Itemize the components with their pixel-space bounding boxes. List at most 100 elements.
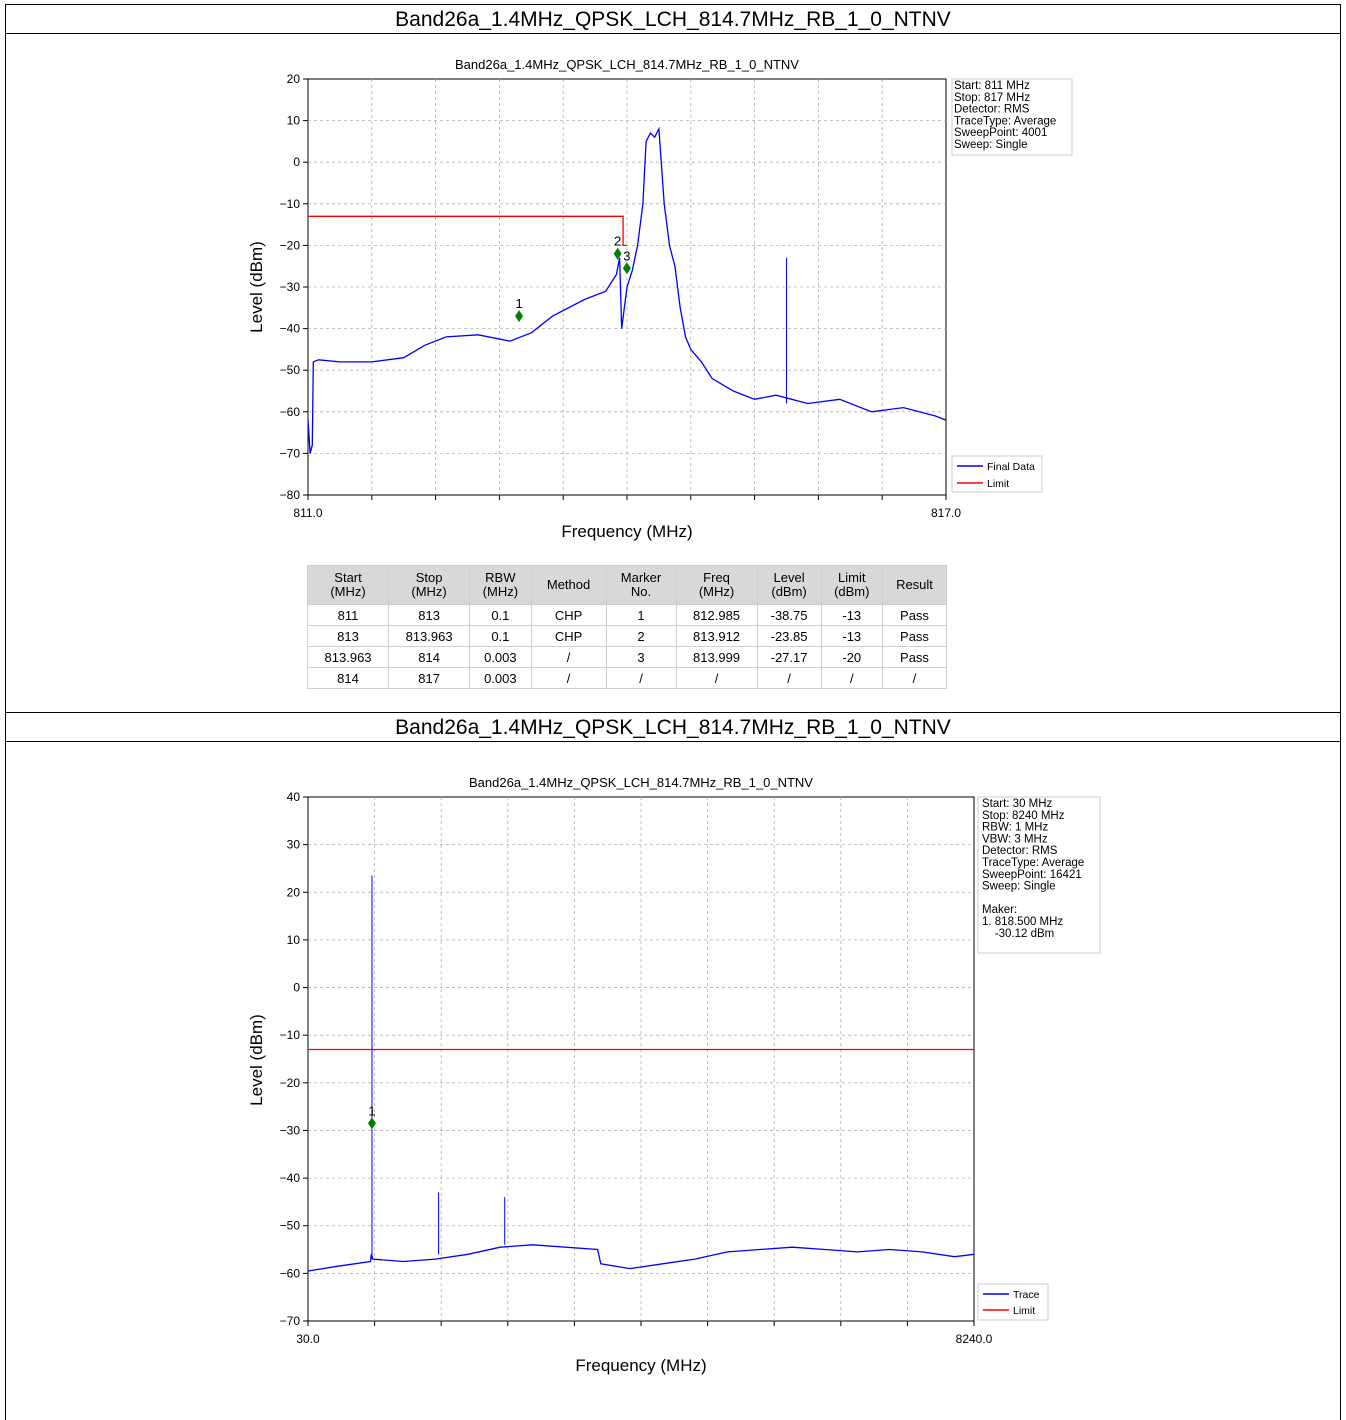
chart-2-y-ticks: 40 30 20 10 0 −10 −20 −30 −40 −50 −60 −70 <box>280 790 308 1328</box>
section-2-header: Band26a_1.4MHz_QPSK_LCH_814.7MHz_RB_1_0_… <box>5 712 1341 742</box>
y-tick-label: 40 <box>287 790 301 804</box>
chart-2-legend-trace: Trace <box>1013 1289 1040 1301</box>
y-tick-label: −20 <box>280 238 301 252</box>
info-line: Detector: RMS <box>982 845 1058 857</box>
info-line: Stop: 8240 MHz <box>982 810 1065 822</box>
chart-1-xtick-end: 817.0 <box>931 506 961 520</box>
info-line: Sweep: Single <box>982 881 1056 893</box>
info-line: SweepPoint: 4001 <box>954 127 1047 139</box>
chart-1-x-ticks <box>307 495 947 500</box>
table-header-cell: RBW (MHz) <box>469 565 532 605</box>
table-row: 811 813 0.1 CHP 1 812.985 -38.75 -13 Pass <box>306 604 948 626</box>
table-cell: 813.963 <box>306 646 390 668</box>
marker-label: 3 <box>623 248 630 263</box>
chart-2-xtick-end: 8240.0 <box>956 1332 993 1346</box>
y-tick-label: 10 <box>287 933 301 947</box>
marker-diamond <box>515 310 524 323</box>
info-line: Sweep: Single <box>954 139 1028 151</box>
chart-1-series <box>307 126 947 454</box>
info-line: Start: 811 MHz <box>954 80 1030 92</box>
y-tick-label: 20 <box>287 885 301 899</box>
marker-diamond <box>367 1117 376 1130</box>
marker-diamond <box>622 262 631 275</box>
info-line: SweepPoint: 16421 <box>982 869 1082 881</box>
y-tick-label: −10 <box>280 197 301 211</box>
table-header-cell: Method <box>530 565 607 605</box>
y-tick-label: 0 <box>293 981 300 995</box>
table-cell: -38.75 <box>756 604 822 626</box>
table-header-cell: Freq (MHz) <box>675 565 758 605</box>
table-header-cell: Start (MHz) <box>306 565 390 605</box>
section-1-title: Band26a_1.4MHz_QPSK_LCH_814.7MHz_RB_1_0_… <box>395 8 951 31</box>
chart-2-grid <box>308 797 974 1321</box>
table-header-cell: Stop (MHz) <box>388 565 471 605</box>
result-table-body: 811 813 0.1 CHP 1 812.985 -38.75 -13 Pass 813 813.… <box>306 604 948 689</box>
chart-1-markers: 1 23 <box>515 234 631 323</box>
table-cell: 817 <box>388 667 471 689</box>
chart-2-ylabel: Level (dBm) <box>247 1014 266 1106</box>
marker-diamond <box>613 247 622 260</box>
chart-2-x-ticks <box>307 1321 975 1326</box>
series-limit <box>308 215 627 247</box>
series-final-data <box>307 126 947 454</box>
y-tick-label: −50 <box>280 1219 301 1233</box>
y-tick-label: 30 <box>287 838 301 852</box>
chart-2-title: Band26a_1.4MHz_QPSK_LCH_814.7MHz_RB_1_0_… <box>469 775 813 790</box>
info-line: TraceType: Average <box>982 857 1084 869</box>
chart-1-xtick-start: 811.0 <box>293 506 322 520</box>
chart-2-plot-area <box>307 796 975 1322</box>
table-header-cell: Limit (dBm) <box>820 565 883 605</box>
y-tick-label: 0 <box>293 155 300 169</box>
chart-1-legend: Final Data Limit <box>951 455 1043 493</box>
info-line: Detector: RMS <box>954 104 1030 116</box>
table-row: 814 817 0.003// / / / / <box>306 667 948 689</box>
chart-1-y-ticks: 20 10 0 −10 −20 −30 −40 −50 −60 −70 −80 <box>280 72 308 502</box>
table-cell: -13 <box>820 604 883 626</box>
table-cell: 0.1 <box>469 625 532 647</box>
info-line: Start: 30 MHz <box>982 798 1053 810</box>
chart-1-legend-limit: Limit <box>987 478 1009 490</box>
chart-2-series <box>307 875 975 1272</box>
chart-1-ylabel: Level (dBm) <box>247 241 266 333</box>
y-tick-label: −70 <box>280 1314 301 1328</box>
table-cell: 812.985 <box>675 604 758 626</box>
y-tick-label: −40 <box>280 322 301 336</box>
table-cell: 813.999 <box>675 646 758 668</box>
table-cell: / <box>820 667 883 689</box>
marker-label: 1 <box>368 1103 375 1118</box>
series-trace <box>307 1244 975 1272</box>
table-cell: Pass <box>881 625 948 647</box>
y-tick-label: −60 <box>280 1266 301 1280</box>
result-table: Start (MHz) Stop (MHz) RBW (MHz) Method Marker N… <box>306 565 948 689</box>
y-tick-label: −70 <box>280 446 301 460</box>
y-tick-label: −20 <box>280 1076 301 1090</box>
table-cell: / <box>881 667 948 689</box>
marker-label: 2 <box>614 234 621 249</box>
table-row: 813.963 814 0.003/3 813.999 -27.17 -20 Pass <box>306 646 948 668</box>
info-line: 1. 818.500 MHz <box>982 916 1063 928</box>
info-line: -30.12 dBm <box>982 928 1054 940</box>
section-2-title: Band26a_1.4MHz_QPSK_LCH_814.7MHz_RB_1_0_… <box>395 716 951 739</box>
section-1-frame <box>5 33 1341 713</box>
section-1-header: Band26a_1.4MHz_QPSK_LCH_814.7MHz_RB_1_0_… <box>5 4 1341 34</box>
y-tick-label: −50 <box>280 363 301 377</box>
table-header-cell: Level (dBm) <box>756 565 822 605</box>
chart-2-markers: 1 <box>367 1103 376 1130</box>
info-line: RBW: 1 MHz <box>982 822 1048 834</box>
table-cell: 813.912 <box>675 625 758 647</box>
chart-1-xlabel: Frequency (MHz) <box>561 522 692 541</box>
result-table-header: Start (MHz) Stop (MHz) RBW (MHz) Method Marker N… <box>306 565 948 605</box>
table-cell: Pass <box>881 646 948 668</box>
y-tick-label: −40 <box>280 1171 301 1185</box>
table-cell: CHP <box>530 625 607 647</box>
table-cell: 0.1 <box>469 604 532 626</box>
chart-1: 20 10 0 −10 −20 −30 −40 −50 −60 −70 −80 1 23 Band26… <box>247 57 1073 541</box>
chart-2-xtick-start: 30.0 <box>296 1332 320 1346</box>
table-row: 813 813.963 0.1 CHP 2 813.912 -23.85 -13 Pass <box>306 625 948 647</box>
table-cell: 0.003 <box>469 667 532 689</box>
chart-2-xlabel: Frequency (MHz) <box>575 1356 706 1375</box>
table-header-cell: Result <box>881 565 948 605</box>
